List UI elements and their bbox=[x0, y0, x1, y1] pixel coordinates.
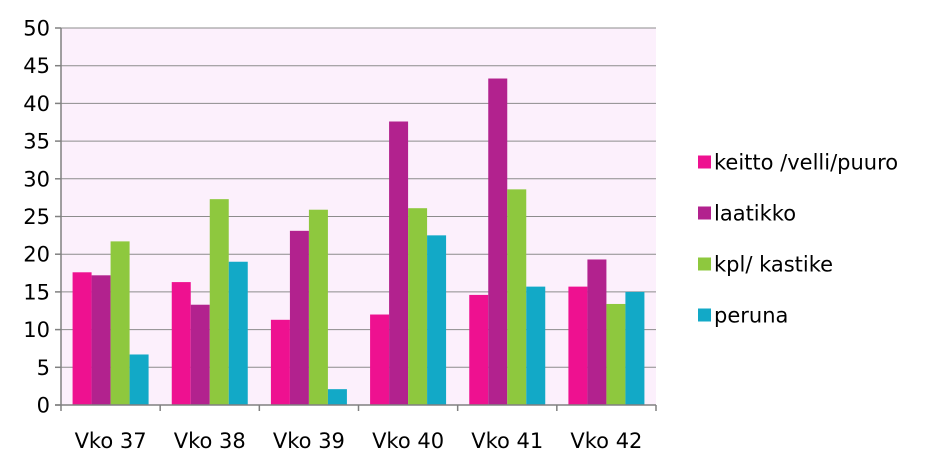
y-tick-label-5: 5 bbox=[37, 356, 50, 380]
bar-2-6: laatikko Vko 42: 19.3 bbox=[587, 259, 607, 405]
y-tick-label-15: 15 bbox=[23, 280, 50, 304]
bar-3-3: kpl/ kastike Vko 39: 25.9 bbox=[308, 209, 328, 405]
legend-label-2: laatikko bbox=[714, 202, 796, 226]
legend-swatch-2 bbox=[698, 206, 711, 220]
x-tick-label-3: Vko 39 bbox=[273, 429, 345, 450]
grid-lines bbox=[61, 27, 656, 368]
bar-4-4: peruna Vko 40: 22.5 bbox=[427, 235, 447, 405]
bar-1-5: keitto /velli/puuro Vko 41: 14.6 bbox=[469, 294, 489, 405]
bar-3-4: kpl/ kastike Vko 40: 26.1 bbox=[408, 208, 428, 405]
x-tick-labels: Vko 37 Vko 38 Vko 39 Vko 40 Vko 41 Vko 42 bbox=[75, 429, 643, 450]
legend-label-1: keitto /velli/puuro bbox=[714, 151, 898, 175]
bar-3-6: kpl/ kastike Vko 42: 13.4 bbox=[606, 303, 626, 405]
bar-1-2: keitto /velli/puuro Vko 38: 16.3 bbox=[171, 282, 191, 405]
y-tick-label-0: 0 bbox=[37, 394, 50, 418]
x-tick-label-6: Vko 42 bbox=[570, 429, 642, 450]
bar-1-4: keitto /velli/puuro Vko 40: 12 bbox=[370, 314, 390, 405]
bars: keitto /velli/puuro Vko 37: 17.6laatikko… bbox=[72, 78, 645, 405]
legend: keitto /velli/puuro laatikko kpl/ kastike p… bbox=[698, 151, 898, 328]
bar-2-1: laatikko Vko 37: 17.2 bbox=[91, 275, 111, 405]
legend-swatch-4 bbox=[698, 308, 711, 322]
y-tick-label-10: 10 bbox=[23, 318, 50, 342]
bar-1-1: keitto /velli/puuro Vko 37: 17.6 bbox=[72, 272, 92, 405]
bar-4-3: peruna Vko 39: 2.1 bbox=[327, 389, 347, 405]
bar-1-3: keitto /velli/puuro Vko 39: 11.3 bbox=[270, 319, 290, 405]
axes bbox=[55, 27, 657, 411]
y-tick-label-25: 25 bbox=[23, 205, 50, 229]
bar-1-6: keitto /velli/puuro Vko 42: 15.7 bbox=[568, 286, 588, 405]
y-tick-label-40: 40 bbox=[23, 92, 50, 116]
bar-4-2: peruna Vko 38: 19 bbox=[228, 261, 248, 405]
legend-label-3: kpl/ kastike bbox=[714, 253, 833, 277]
legend-label-4: peruna bbox=[714, 304, 788, 328]
bar-4-6: peruna Vko 42: 15 bbox=[625, 291, 645, 405]
y-tick-labels: 0 5 10 15 20 25 30 35 40 45 50 bbox=[23, 17, 50, 418]
bar-2-2: laatikko Vko 38: 13.3 bbox=[190, 304, 210, 405]
y-tick-label-30: 30 bbox=[23, 167, 50, 191]
y-tick-label-45: 45 bbox=[23, 54, 50, 78]
y-tick-label-20: 20 bbox=[23, 243, 50, 267]
legend-swatch-1 bbox=[698, 155, 711, 169]
bar-2-5: laatikko Vko 41: 43.3 bbox=[488, 78, 508, 405]
y-tick-label-35: 35 bbox=[23, 130, 50, 154]
x-tick-label-5: Vko 41 bbox=[471, 429, 543, 450]
bar-4-1: peruna Vko 37: 6.7 bbox=[129, 354, 149, 405]
bar-3-1: kpl/ kastike Vko 37: 21.7 bbox=[110, 241, 130, 405]
y-tick-label-50: 50 bbox=[23, 17, 50, 41]
legend-swatch-3 bbox=[698, 257, 711, 271]
bar-2-3: laatikko Vko 39: 23.1 bbox=[289, 230, 309, 405]
bar-3-2: kpl/ kastike Vko 38: 27.3 bbox=[209, 199, 229, 405]
x-tick-label-4: Vko 40 bbox=[372, 429, 444, 450]
bar-4-5: peruna Vko 41: 15.7 bbox=[526, 286, 546, 405]
bar-2-4: laatikko Vko 40: 37.6 bbox=[389, 121, 409, 405]
x-tick-label-2: Vko 38 bbox=[174, 429, 246, 450]
x-tick-label-1: Vko 37 bbox=[75, 429, 147, 450]
bar-3-5: kpl/ kastike Vko 41: 28.6 bbox=[507, 189, 527, 405]
